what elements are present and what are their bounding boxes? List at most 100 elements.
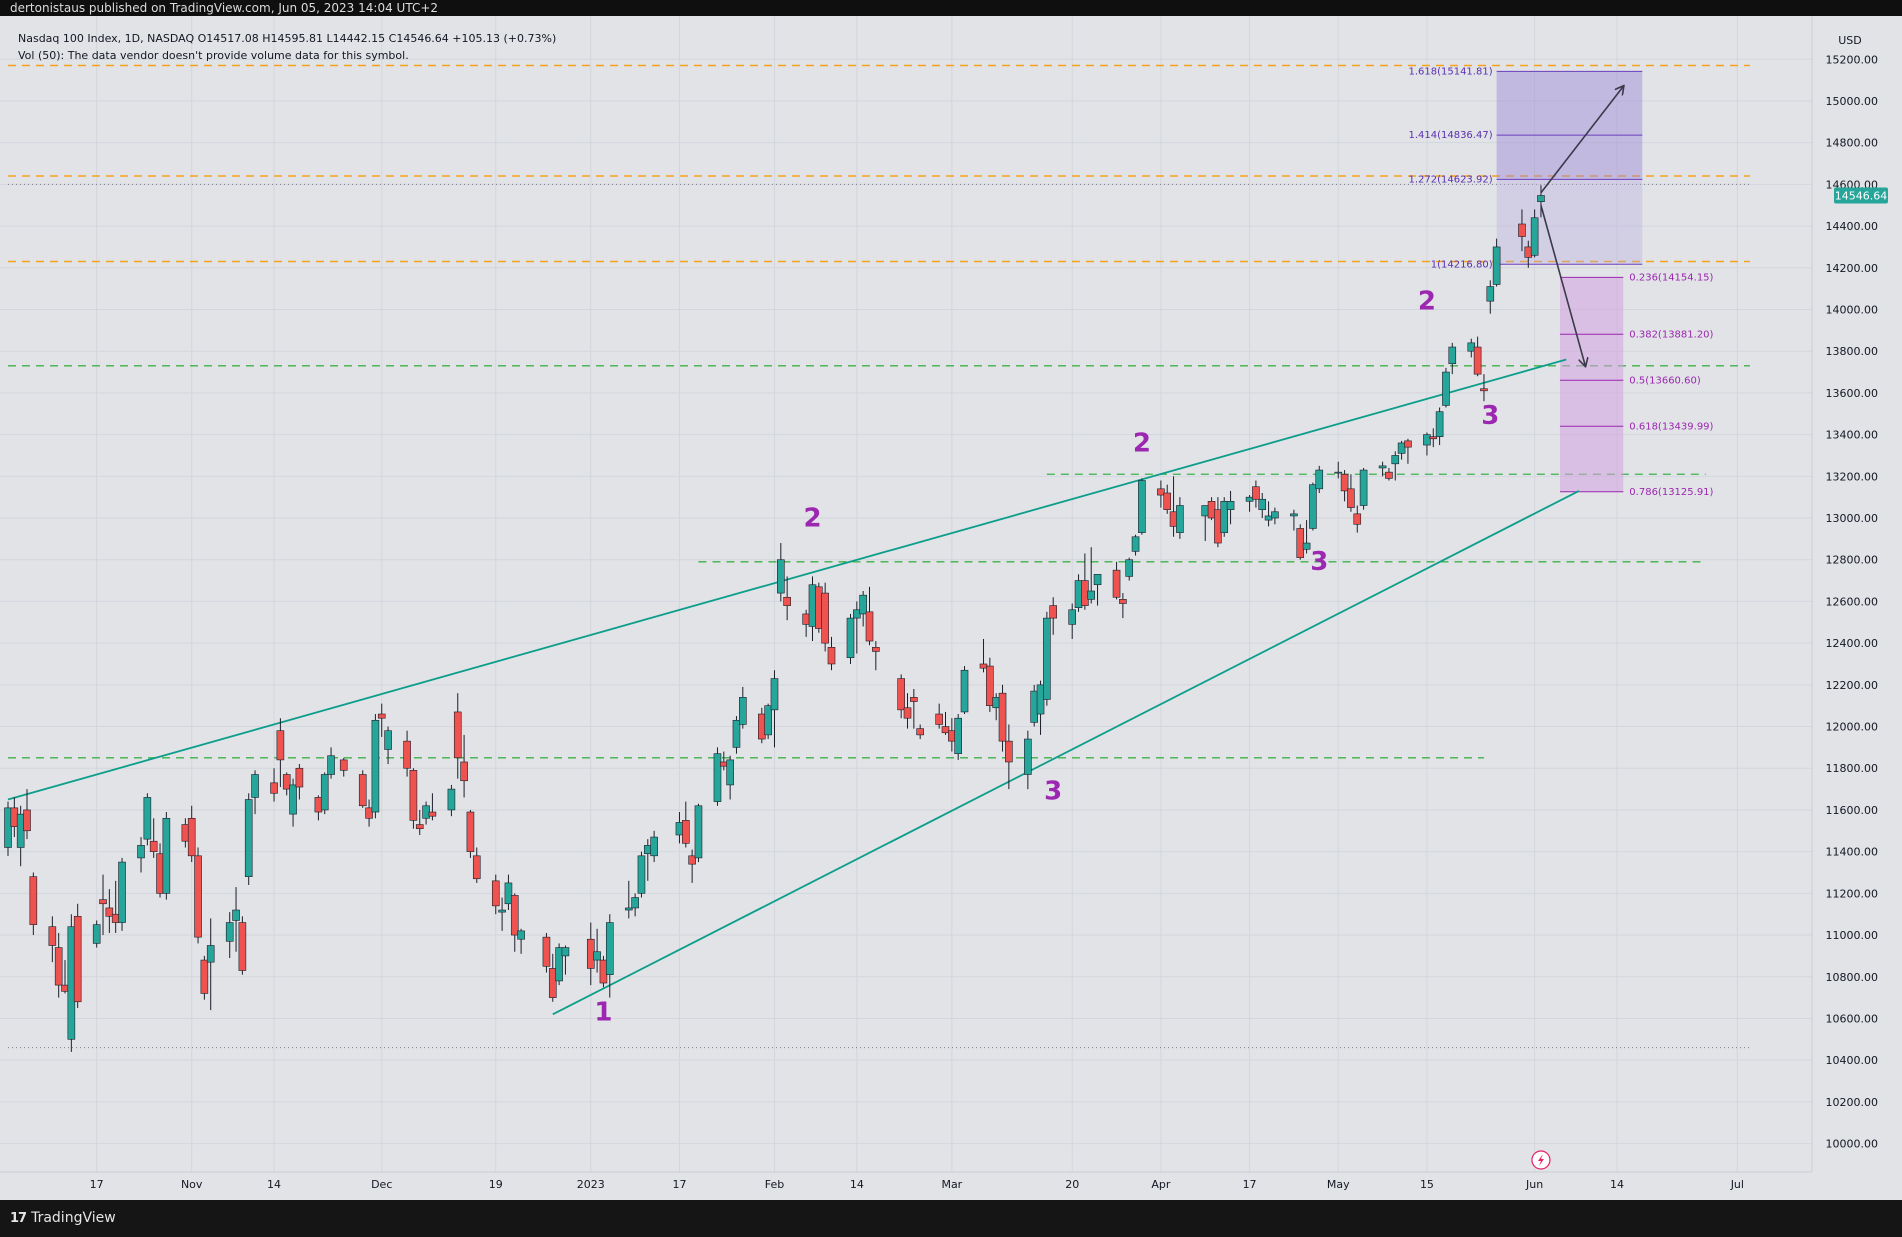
candle-body	[4, 807, 12, 848]
candle-body	[111, 913, 120, 923]
candle-body	[897, 678, 905, 711]
candle-body	[1087, 590, 1096, 600]
candle-body	[948, 730, 956, 742]
candle-body	[770, 678, 779, 711]
candle-body	[1473, 346, 1482, 375]
candle-body	[916, 728, 924, 736]
candle-body	[1442, 371, 1450, 406]
publisher-bar: dertonistaus published on TradingView.co…	[0, 0, 1902, 16]
candle-body	[1119, 599, 1127, 604]
candle-body	[200, 959, 209, 994]
candle-body	[1359, 469, 1368, 506]
fibonacci-tools[interactable]: 1(14216.80) 1.272(14623.92) 1.414(14836.47…	[1408, 66, 1713, 497]
candle-body	[1353, 513, 1362, 525]
candle-body	[681, 820, 690, 844]
candle-body	[428, 811, 437, 817]
time-tick-label: 17	[672, 1178, 686, 1191]
fib-extension-label: 1.618(15141.81)	[1408, 66, 1492, 77]
time-tick-label: 14	[267, 1178, 281, 1191]
lightning-icon[interactable]	[1531, 1150, 1551, 1170]
candle-body	[1296, 528, 1305, 558]
tradingview-logo[interactable]: 𝟭𝟳 TradingView	[10, 1210, 116, 1226]
time-axis[interactable]	[0, 1172, 1902, 1200]
candle-body	[1138, 480, 1146, 533]
legend-volume: Vol (50): The data vendor doesn't provid…	[18, 49, 409, 62]
price-tick-label: 15000.00	[1826, 95, 1879, 108]
candle-body	[1258, 498, 1267, 510]
candle-body	[295, 767, 304, 788]
trendline	[552, 490, 1580, 1016]
candle-body	[1226, 501, 1235, 510]
candle-body	[327, 755, 335, 775]
wave-label: 3	[1310, 547, 1328, 577]
candle-body	[371, 719, 380, 813]
candle-body	[1385, 471, 1393, 479]
candle-body	[1435, 411, 1444, 437]
wave-label: 1	[594, 998, 612, 1028]
candle-body	[377, 713, 386, 719]
fib-retracement-label: 0.618(13439.99)	[1629, 421, 1713, 432]
candle-body	[859, 594, 867, 615]
price-tick-label: 10600.00	[1826, 1012, 1879, 1025]
candle-body	[206, 945, 215, 963]
projection-arrows[interactable]	[1540, 86, 1623, 365]
candlestick-chart[interactable]: 1(14216.80) 1.272(14623.92) 1.414(14836.47…	[0, 16, 1902, 1200]
candle-body	[1340, 473, 1349, 492]
candle-body	[853, 609, 861, 619]
price-tick-label: 13800.00	[1826, 345, 1879, 358]
candle-body	[1480, 388, 1488, 392]
candle-body	[992, 697, 1000, 709]
candle-body	[289, 784, 297, 815]
candle-body	[510, 895, 519, 936]
price-axis[interactable]	[1812, 16, 1902, 1186]
time-tick-label: Mar	[941, 1178, 962, 1191]
candle-body	[1530, 217, 1539, 256]
price-tick-label: 11200.00	[1826, 887, 1879, 900]
candle-body	[232, 909, 240, 921]
candle-body	[675, 822, 684, 836]
time-tick-label: 15	[1420, 1178, 1434, 1191]
candle-body	[504, 882, 513, 905]
candle-body	[1309, 484, 1317, 529]
candle-body	[1074, 580, 1083, 608]
price-tick-label: 10200.00	[1826, 1096, 1879, 1109]
candle-body	[650, 836, 658, 857]
candle-body	[631, 897, 639, 909]
candle-body	[1264, 515, 1273, 521]
legend-ohlc: Nasdaq 100 Index, 1D, NASDAQ O14517.08 H…	[18, 32, 556, 45]
candle-body	[143, 797, 152, 840]
candle-body	[998, 692, 1007, 742]
brand-label: TradingView	[31, 1210, 116, 1226]
candle-body	[314, 797, 323, 813]
candle-body	[1169, 511, 1178, 527]
wave-label: 2	[1418, 287, 1436, 317]
price-tick-label: 13200.00	[1826, 470, 1879, 483]
time-tick-label: 19	[489, 1178, 503, 1191]
candle-body	[624, 907, 633, 911]
candle-body	[739, 697, 747, 725]
candle-body	[1005, 740, 1013, 763]
price-tick-label: 13000.00	[1826, 512, 1879, 525]
candle-body	[466, 811, 475, 852]
candle-body	[764, 705, 772, 736]
candle-body	[453, 711, 462, 759]
price-tick-label: 12000.00	[1826, 721, 1879, 734]
fib-extension-zone-lower	[1496, 179, 1643, 265]
price-tick-label: 12600.00	[1826, 595, 1879, 608]
candle-body	[979, 663, 988, 669]
candle-body	[688, 855, 696, 865]
candle-body	[29, 876, 38, 925]
candles	[4, 185, 1545, 1052]
candle-body	[726, 759, 734, 786]
time-axis-labels: 17 Nov 14 Dec 19 2023 17 Feb 14 Mar 20 Apr 17 May 15 Ju…	[90, 1178, 1744, 1191]
candle-body	[758, 713, 766, 740]
grid	[0, 16, 1812, 1172]
candle-body	[865, 611, 874, 642]
candle-body	[1131, 536, 1140, 552]
candle-body	[1334, 471, 1343, 474]
candle-body	[561, 947, 570, 957]
candle-body	[16, 813, 25, 848]
candle-body	[821, 592, 829, 644]
price-tick-label: 11000.00	[1826, 929, 1879, 942]
candle-body	[156, 853, 164, 894]
